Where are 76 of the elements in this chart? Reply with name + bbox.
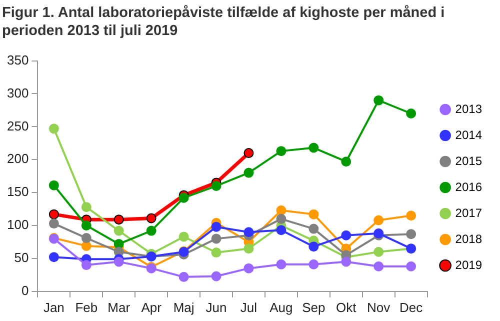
x-tick-label: Sep <box>302 300 326 315</box>
point <box>178 192 189 203</box>
point <box>244 244 254 254</box>
point <box>211 180 222 191</box>
chart-title: Figur 1. Antal laboratoriepåviste tilfælde af kighoste per måned i perioden 2013 til juli 2019 <box>1 4 446 41</box>
y-tick-label: 350 <box>6 52 29 68</box>
point <box>81 220 92 231</box>
point <box>374 95 384 106</box>
point <box>308 209 319 220</box>
y-tick-label: 200 <box>6 151 29 166</box>
y-tick-label: 100 <box>6 217 29 232</box>
point <box>406 210 416 221</box>
point <box>244 227 254 238</box>
x-tick-label: Jul <box>240 300 258 315</box>
point <box>114 214 124 225</box>
point <box>48 124 59 134</box>
point <box>374 215 384 226</box>
x-tick-label: Mar <box>108 300 131 315</box>
point <box>244 148 254 158</box>
point <box>308 224 319 234</box>
point <box>406 229 416 240</box>
legend-label: 2017 <box>455 206 482 220</box>
x-tick-label: Maj <box>173 300 194 315</box>
point <box>276 225 286 236</box>
point <box>341 256 352 267</box>
x-tick-label: Jun <box>206 300 227 315</box>
point <box>276 259 286 270</box>
point <box>48 209 59 220</box>
legend-label: 2014 <box>455 128 482 142</box>
point <box>178 272 189 282</box>
point <box>276 205 286 216</box>
point <box>146 226 156 236</box>
legend-label: 2015 <box>455 154 482 168</box>
point <box>81 233 92 244</box>
legend-label: 2016 <box>455 180 482 194</box>
point <box>276 214 286 224</box>
point <box>308 142 319 153</box>
point <box>406 261 416 272</box>
legend-label: 2018 <box>455 232 482 246</box>
point <box>308 259 319 270</box>
x-tick-label: Okt <box>336 300 357 315</box>
point <box>211 271 222 282</box>
x-tick-label: Jan <box>43 300 64 315</box>
point <box>146 213 156 224</box>
point <box>374 246 384 257</box>
point <box>81 260 92 270</box>
x-tick-label: Aug <box>270 300 293 315</box>
point <box>341 156 352 167</box>
x-tick-label: Dec <box>400 300 424 315</box>
y-tick-label: 150 <box>6 184 29 200</box>
y-tick-label: 250 <box>6 118 29 134</box>
point <box>48 252 59 262</box>
x-tick-label: Feb <box>75 300 98 315</box>
point <box>406 108 416 119</box>
legend-label: 2019 <box>455 258 482 272</box>
point <box>276 146 286 156</box>
point <box>81 202 92 212</box>
point <box>244 168 254 178</box>
legend-label: 2013 <box>455 102 482 116</box>
point <box>341 230 352 240</box>
x-tick-label: Nov <box>367 300 391 315</box>
y-tick-label: 300 <box>6 85 29 100</box>
point <box>244 263 254 274</box>
x-tick-label: Apr <box>141 300 162 315</box>
point <box>308 242 319 252</box>
y-tick-label: 0 <box>21 282 29 298</box>
point <box>178 232 189 242</box>
point <box>114 256 124 267</box>
point <box>114 226 124 236</box>
point <box>211 248 222 258</box>
point <box>48 218 59 229</box>
y-tick-label: 50 <box>14 250 29 266</box>
point <box>48 180 59 190</box>
point <box>211 234 222 244</box>
point <box>211 222 222 232</box>
point <box>374 261 384 272</box>
